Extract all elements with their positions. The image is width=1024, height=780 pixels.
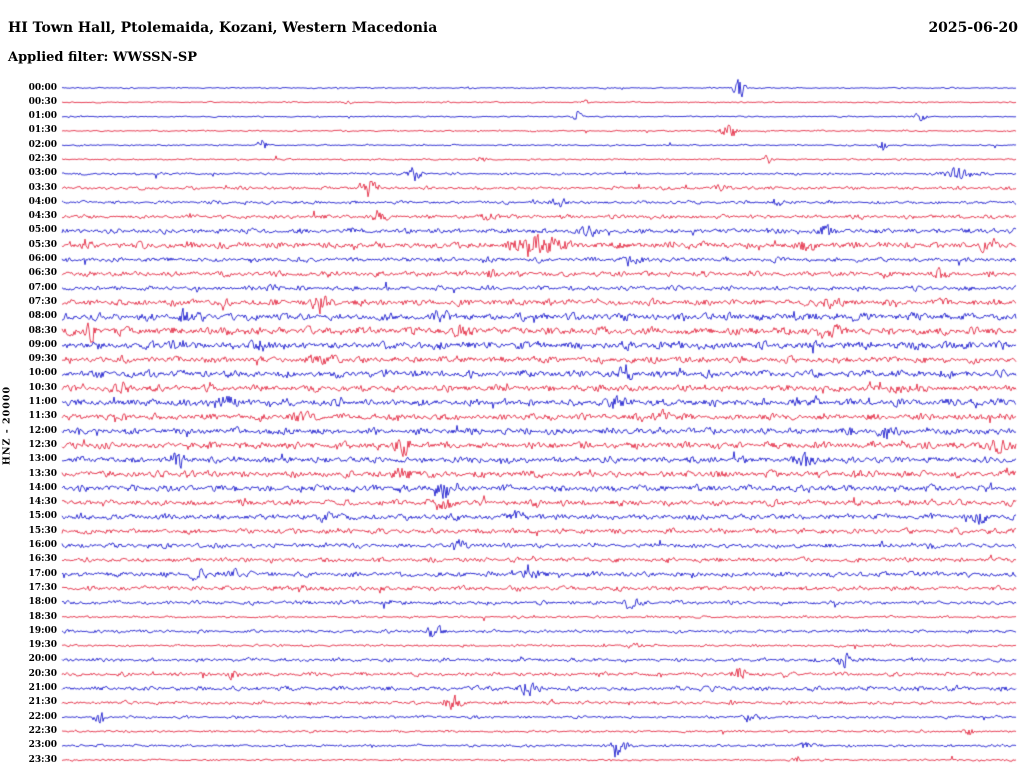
record-date: 2025-06-20 [928, 20, 1018, 36]
trace-time-label: 10:30 [28, 382, 57, 393]
trace-time-label: 19:00 [28, 625, 57, 636]
trace-time-label: 04:00 [28, 196, 57, 207]
trace-time-label: 03:30 [28, 182, 57, 193]
trace-time-label: 04:30 [28, 211, 57, 222]
trace-time-label: 00:30 [28, 96, 57, 107]
trace-time-label: 19:30 [28, 640, 57, 651]
station-title: HI Town Hall, Ptolemaida, Kozani, Wester… [8, 20, 438, 36]
trace-time-label: 01:00 [28, 111, 57, 122]
trace-time-label: 11:30 [28, 411, 57, 422]
applied-filter-label: Applied filter: WWSSN-SP [8, 50, 198, 65]
trace-time-label: 15:00 [28, 511, 57, 522]
trace-time-label: 05:30 [28, 239, 57, 250]
trace-time-label: 18:00 [28, 597, 57, 608]
trace-time-label: 07:30 [28, 296, 57, 307]
trace-time-label: 22:30 [28, 725, 57, 736]
trace-time-label: 02:00 [28, 139, 57, 150]
trace-time-label: 21:30 [28, 697, 57, 708]
trace-time-label: 08:00 [28, 311, 57, 322]
trace-time-label: 13:00 [28, 454, 57, 465]
trace-time-label: 22:00 [28, 711, 57, 722]
trace-time-label: 06:00 [28, 254, 57, 265]
trace-time-label: 18:30 [28, 611, 57, 622]
trace-time-label: 02:30 [28, 153, 57, 164]
trace-time-label: 23:00 [28, 740, 57, 751]
trace-time-label: 23:30 [28, 754, 57, 765]
trace-time-label: 21:00 [28, 683, 57, 693]
trace-time-label: 08:30 [28, 325, 57, 336]
trace-time-label: 12:30 [28, 439, 57, 450]
trace-time-label: 17:30 [28, 582, 57, 593]
trace-time-label: 03:00 [28, 168, 57, 179]
trace-time-label: 14:00 [28, 482, 57, 493]
trace-time-label: 07:00 [28, 282, 57, 293]
trace-time-label: 16:00 [28, 540, 57, 551]
trace-time-label: 12:00 [28, 425, 57, 436]
trace-time-label: 20:00 [28, 654, 57, 665]
trace-time-label: 09:00 [28, 339, 57, 350]
trace-time-label: 17:00 [28, 568, 57, 579]
trace-time-label: 15:30 [28, 525, 57, 536]
trace-time-label: 14:30 [28, 497, 57, 508]
trace-time-label: 01:30 [28, 125, 57, 136]
trace-time-label: 06:30 [28, 268, 57, 279]
trace-time-label: 09:30 [28, 354, 57, 365]
trace-time-label: 13:30 [28, 468, 57, 479]
trace-time-label: 16:30 [28, 554, 57, 565]
trace-time-label: 05:00 [28, 225, 57, 236]
trace-time-label: 20:30 [28, 668, 57, 679]
trace-time-label: 11:00 [28, 397, 57, 408]
trace-time-label: 00:00 [28, 82, 57, 93]
trace-time-label: 10:00 [28, 368, 57, 379]
